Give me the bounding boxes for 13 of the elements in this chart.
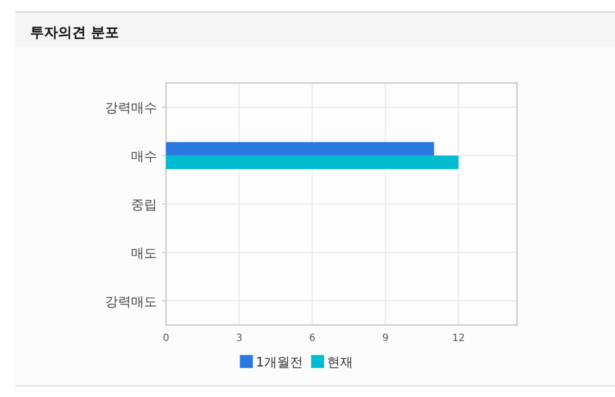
x-tick-label: 12 bbox=[452, 333, 465, 344]
chart-title: 투자의견 분포 bbox=[30, 25, 119, 41]
legend-label: 1개월전 bbox=[256, 356, 304, 370]
x-tick-label: 6 bbox=[309, 333, 316, 344]
y-tick-label: 매수 bbox=[131, 150, 157, 165]
legend-label: 현재 bbox=[327, 356, 354, 370]
x-tick-label: 9 bbox=[382, 333, 389, 344]
y-tick-label: 강력매도 bbox=[105, 294, 157, 310]
y-tick-label: 중립 bbox=[131, 198, 157, 213]
x-tick-label: 0 bbox=[162, 333, 170, 344]
x-tick-label: 3 bbox=[236, 333, 242, 344]
y-tick-label: 매도 bbox=[131, 246, 157, 262]
y-tick-label: 강력매수 bbox=[105, 101, 157, 116]
